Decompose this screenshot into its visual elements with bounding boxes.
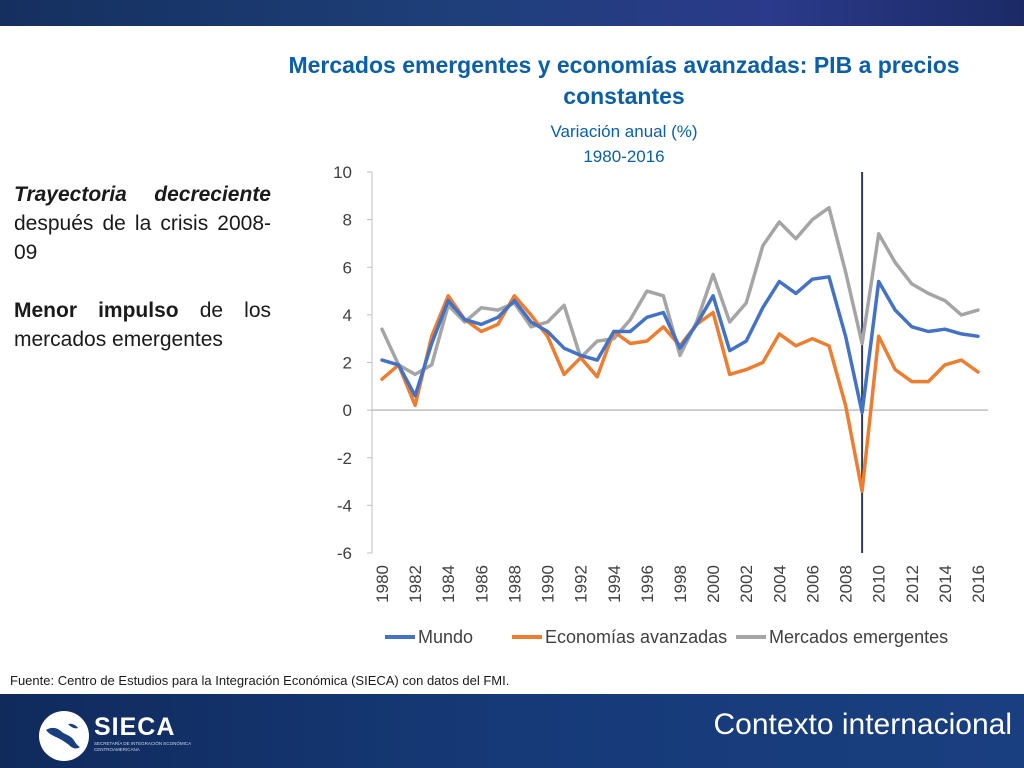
- x-tick-label: 2006: [803, 565, 822, 603]
- y-tick-label: 4: [343, 306, 352, 325]
- series-line-1: [380, 275, 980, 415]
- x-tick-label: 2016: [969, 565, 988, 603]
- sieca-logo-icon: [39, 711, 89, 761]
- side-notes: Trayectoria decreciente después de la cr…: [14, 180, 271, 383]
- legend-label: Mundo: [418, 627, 473, 647]
- x-tick-label: 1994: [605, 565, 624, 603]
- x-tick-label: 2008: [837, 565, 856, 603]
- subtitle-line-2: 1980-2016: [583, 147, 665, 166]
- y-tick-label: 0: [343, 401, 352, 420]
- side-note-2: Menor impulso de los mercados emergentes: [14, 296, 271, 354]
- series-line-2: [380, 294, 980, 493]
- x-tick-label: 1998: [671, 565, 690, 603]
- subtitle-line-1: Variación anual (%): [550, 122, 698, 141]
- y-tick-label: -4: [337, 496, 352, 515]
- footer-band: [0, 694, 1024, 768]
- footer-title: Contexto internacional: [713, 708, 1012, 741]
- side-note-2-emphasis: Menor impulso: [14, 299, 179, 322]
- x-tick-label: 1990: [539, 565, 558, 603]
- side-note-1: Trayectoria decreciente después de la cr…: [14, 180, 271, 267]
- chart-title: Mercados emergentes y economías avanzada…: [288, 52, 960, 109]
- x-tick-label: 1986: [472, 565, 491, 603]
- x-tick-label: 1984: [439, 565, 458, 603]
- x-tick-label: 2010: [870, 565, 889, 603]
- y-tick-label: 6: [343, 258, 352, 277]
- y-tick-label: 2: [343, 354, 352, 373]
- x-tick-label: 1980: [373, 565, 392, 603]
- series-line-3: [380, 205, 980, 377]
- y-tick-label: 8: [343, 211, 352, 230]
- side-note-2-text: de los mercados emergentes: [14, 299, 272, 351]
- x-tick-label: 1992: [572, 565, 591, 603]
- x-tick-label: 2012: [903, 565, 922, 603]
- y-tick-label: -2: [337, 449, 352, 468]
- source-note: Fuente: Centro de Estudios para la Integ…: [10, 673, 510, 688]
- x-tick-label: 2014: [936, 565, 955, 603]
- logo-tagline: Secretaría de Integración Económica Cent…: [94, 741, 191, 752]
- side-note-1-text: después de la crisis 2008-09: [14, 212, 271, 264]
- chart-subtitle: Variación anual (%) 1980-2016: [262, 119, 986, 169]
- x-tick-label: 2004: [770, 565, 789, 603]
- y-tick-label: 10: [333, 163, 352, 182]
- x-tick-label: 1988: [505, 565, 524, 603]
- x-tick-label: 2002: [737, 565, 756, 603]
- gdp-line-chart: 10 8 6 4 2 0 -2 -4 -6 1980 1982 1984 1986 1988 1990 199…: [333, 163, 988, 647]
- side-note-1-emphasis: Trayectoria decreciente: [14, 183, 271, 206]
- legend-label: Mercados emergentes: [769, 627, 948, 647]
- top-band: [0, 0, 1024, 26]
- y-tick-label: -6: [337, 544, 352, 563]
- x-tick-label: 1996: [638, 565, 657, 603]
- x-tick-label: 1982: [406, 565, 425, 603]
- legend-label: Economías avanzadas: [545, 627, 727, 647]
- logo-name: SIECA: [94, 713, 176, 741]
- x-tick-label: 2000: [704, 565, 723, 603]
